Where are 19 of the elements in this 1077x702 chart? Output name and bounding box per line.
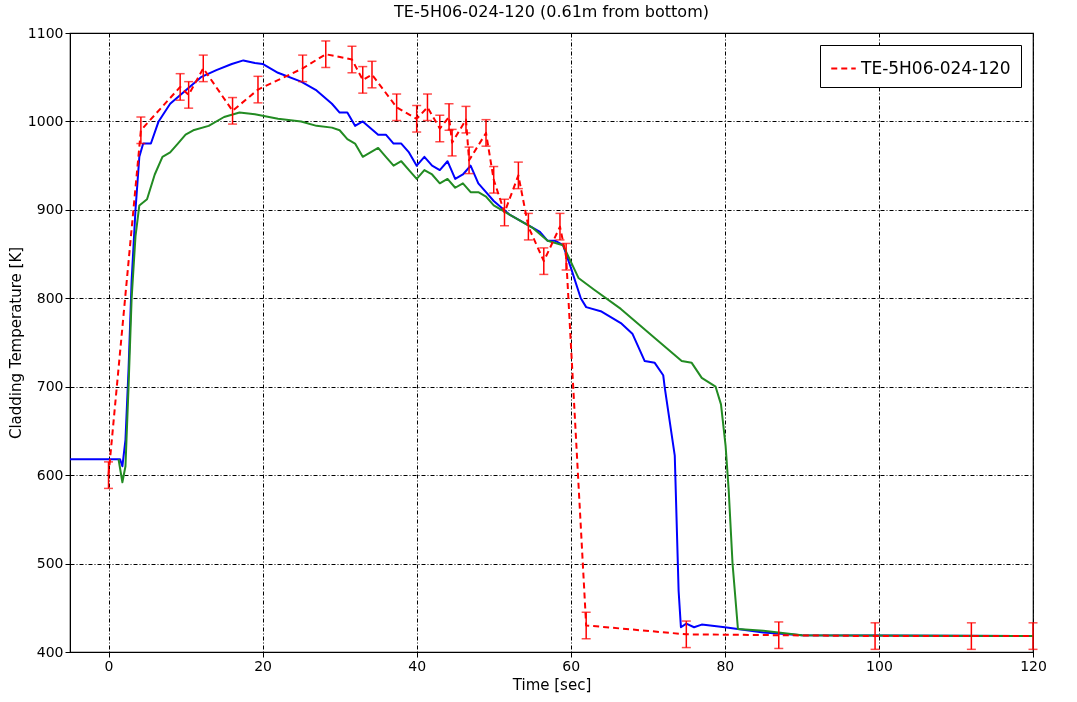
- x-tick-label: 20: [254, 657, 273, 674]
- y-axis-title: Cladding Temperature [K]: [6, 246, 25, 440]
- x-tick-label: 40: [408, 657, 427, 674]
- x-tick-label: 120: [1020, 657, 1047, 674]
- x-tick-label: 80: [716, 657, 735, 674]
- chart-title: TE-5H06-024-120 (0.61m from bottom): [393, 2, 709, 21]
- legend-label: TE-5H06-024-120: [860, 57, 1011, 78]
- x-tick-label: 60: [562, 657, 581, 674]
- x-tick-label: 100: [866, 657, 893, 674]
- y-tick-label: 1100: [27, 24, 64, 41]
- y-tick-label: 400: [36, 643, 64, 660]
- y-tick-label: 600: [36, 466, 64, 483]
- y-tick-label: 700: [36, 378, 64, 395]
- y-tick-label: 500: [36, 555, 64, 572]
- x-tick-label: 0: [104, 657, 114, 674]
- y-tick-label: 800: [36, 289, 64, 306]
- y-tick-label: 1000: [27, 112, 64, 129]
- x-axis-title: Time [sec]: [511, 675, 592, 694]
- y-tick-label: 900: [36, 201, 64, 218]
